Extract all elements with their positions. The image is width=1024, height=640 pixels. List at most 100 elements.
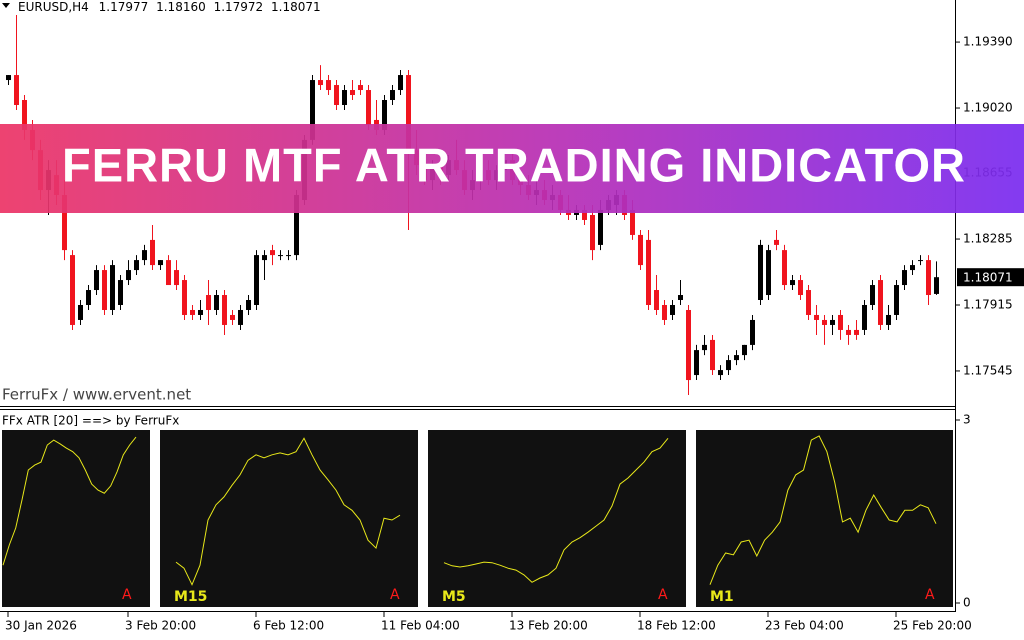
timeframe-label: M15 [174, 589, 207, 605]
atr-panel [2, 430, 150, 607]
candle-body [406, 75, 411, 151]
y-tick-label: 3 [963, 413, 971, 427]
candle-body [758, 244, 763, 301]
candle-body [774, 239, 779, 245]
candle-body [278, 255, 283, 257]
atr-panel [428, 430, 686, 607]
candle-body [350, 90, 355, 96]
candle-body [702, 344, 707, 351]
candle-body [158, 260, 163, 266]
candle-body [862, 304, 867, 330]
candle-body [238, 309, 243, 325]
x-tick-label: 3 Feb 20:00 [125, 619, 196, 633]
y-tick-label: 1.17545 [963, 363, 1013, 377]
price-panel: 1.193901.190201.186551.182851.179151.175… [5, 14, 1024, 633]
candle-body [726, 360, 731, 371]
banner-title: FERRU MTF ATR TRADING INDICATOR [62, 138, 966, 191]
flag-label: A [658, 587, 668, 603]
candle-body [222, 295, 227, 325]
candle-body [70, 255, 75, 325]
flag-label: A [925, 587, 935, 603]
candle-body [918, 260, 923, 262]
high-value: 1.18160 [156, 0, 206, 14]
candle-body [270, 250, 275, 256]
candle-body [246, 300, 251, 310]
x-tick-label: 25 Feb 20:00 [893, 619, 972, 633]
candle-body [838, 314, 843, 330]
candle-body [206, 295, 211, 310]
y-tick-label: 1.19020 [963, 101, 1013, 115]
candle-body [638, 234, 643, 266]
current-price-box [957, 268, 1024, 287]
candle-body [886, 314, 891, 325]
x-tick-label: 6 Feb 12:00 [253, 619, 324, 633]
candle-body [262, 255, 267, 261]
candle-body [150, 239, 155, 266]
open-value: 1.17977 [99, 0, 149, 14]
candle-body [334, 85, 339, 105]
candle-body [798, 280, 803, 296]
close-value: 1.18071 [271, 0, 321, 14]
atr-line [443, 437, 669, 583]
y-tick-label: 1.19390 [963, 35, 1013, 49]
candle-body [390, 90, 395, 101]
candle-body [630, 209, 635, 235]
candle-body [910, 265, 915, 271]
symbol: EURUSD,H4 [18, 0, 89, 14]
candle-body [670, 304, 675, 315]
candle-body [62, 195, 67, 251]
candle-body [110, 265, 115, 310]
candle-body [102, 270, 107, 310]
watermark: FerruFx / www.ervent.net [2, 386, 191, 404]
timeframe-label: M5 [442, 589, 466, 605]
current-price-label: 1.18071 [963, 271, 1013, 285]
candle-body [174, 270, 179, 286]
chart-header: EURUSD,H4 1.17977 1.18160 1.17972 1.1807… [18, 0, 321, 14]
candle-body [894, 285, 899, 315]
candle-body [750, 319, 755, 345]
y-tick-label: 1.18285 [963, 232, 1013, 246]
candle-body [878, 280, 883, 325]
candle-body [294, 195, 299, 256]
candle-body [678, 295, 683, 301]
candle-body [654, 290, 659, 310]
candle-body [734, 355, 739, 361]
banner: FERRU MTF ATR TRADING INDICATOR [0, 124, 1024, 213]
low-value: 1.17972 [214, 0, 264, 14]
flag-label: A [390, 587, 400, 603]
candle-body [662, 304, 667, 320]
candle-body [118, 280, 123, 305]
candle-body [582, 209, 587, 220]
x-tick-label: 13 Feb 20:00 [509, 619, 588, 633]
candle-body [398, 75, 403, 91]
candle-body [214, 295, 219, 310]
candle-body [94, 270, 99, 291]
atr-line [175, 437, 401, 586]
candle-body [286, 255, 291, 257]
candle-body [814, 314, 819, 320]
candle-body [86, 290, 91, 305]
x-tick-label: 30 Jan 2026 [5, 619, 77, 633]
candle-body [166, 260, 171, 286]
candle-body [366, 90, 371, 125]
atr-line [2, 436, 137, 566]
indicator-title: FFx ATR [20] ==> by FerruFx [2, 414, 179, 428]
candle-body [134, 260, 139, 271]
candle-body [646, 239, 651, 305]
atr-panel [160, 430, 418, 607]
candle-body [694, 350, 699, 376]
timeframe-label: M1 [710, 589, 734, 605]
candle-body [198, 309, 203, 315]
banner-background [0, 124, 1024, 213]
candle-body [358, 85, 363, 91]
candle-body [78, 304, 83, 320]
candle-body [182, 280, 187, 315]
candle-body [854, 329, 859, 335]
candle-body [142, 250, 147, 261]
indicator-panel: 0 3 A M15 A M5 A M1 A [2, 413, 971, 610]
candle-body [742, 344, 747, 356]
candle-body [14, 75, 19, 105]
candle-body [126, 270, 131, 281]
